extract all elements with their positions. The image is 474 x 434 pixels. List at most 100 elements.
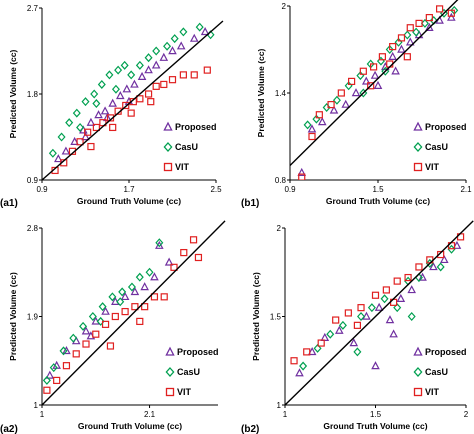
legend-label: CasU bbox=[177, 367, 200, 377]
data-point-proposed bbox=[373, 80, 383, 89]
data-point-casu bbox=[145, 267, 154, 277]
data-point-proposed bbox=[297, 167, 307, 176]
data-point-proposed bbox=[164, 257, 174, 266]
legend-marker-casu bbox=[165, 367, 175, 377]
data-point-casu bbox=[90, 89, 99, 99]
panel-0: 0.9 1.7 2.5 0.9 1.8 2.7 Ground Truth Volume (c… bbox=[0, 4, 224, 209]
data-point-vit bbox=[76, 138, 84, 146]
legend-marker-vit bbox=[413, 162, 423, 172]
data-point-casu bbox=[49, 363, 58, 373]
data-point-vit bbox=[403, 53, 411, 61]
data-point-proposed bbox=[130, 287, 140, 296]
data-point-vit bbox=[168, 76, 177, 84]
data-point-vit bbox=[353, 321, 361, 329]
data-point-casu bbox=[111, 84, 120, 94]
data-point-casu bbox=[48, 148, 57, 158]
y-axis-label: Predicted Volume (cc) bbox=[8, 50, 18, 139]
data-point-casu bbox=[116, 297, 125, 307]
legend-marker-vit bbox=[413, 387, 423, 397]
data-point-vit bbox=[298, 173, 306, 180]
data-point-vit bbox=[415, 19, 423, 27]
data-point-vit bbox=[87, 142, 95, 151]
data-point-casu bbox=[353, 347, 362, 357]
data-point-casu bbox=[79, 321, 88, 331]
panel-tag: (a1) bbox=[0, 198, 18, 209]
x-tick-label: 2.5 bbox=[210, 185, 222, 194]
data-point-vit bbox=[170, 263, 178, 271]
data-point-vit bbox=[160, 293, 168, 301]
data-point-vit bbox=[189, 236, 198, 244]
data-point-proposed bbox=[388, 51, 397, 60]
data-point-casu bbox=[163, 41, 172, 51]
x-tick-label: 0.9 bbox=[284, 185, 296, 194]
data-point-proposed bbox=[116, 91, 125, 100]
data-point-vit bbox=[101, 320, 110, 328]
data-point-vit bbox=[303, 348, 311, 356]
data-point-vit bbox=[84, 128, 92, 136]
data-point-vit bbox=[367, 82, 375, 90]
data-point-casu bbox=[96, 316, 105, 326]
data-point-proposed bbox=[320, 332, 330, 341]
data-point-vit bbox=[82, 340, 90, 348]
data-point-vit bbox=[194, 253, 203, 262]
data-point-casu bbox=[92, 99, 101, 109]
legend-label: Proposed bbox=[175, 122, 217, 132]
data-point-proposed bbox=[307, 124, 317, 133]
data-point-vit bbox=[122, 101, 130, 110]
data-point-vit bbox=[179, 71, 187, 79]
data-point-casu bbox=[385, 44, 394, 55]
legend-marker-proposed bbox=[413, 121, 423, 131]
data-point-casu bbox=[135, 272, 144, 282]
legend-marker-casu bbox=[163, 142, 173, 152]
y-axis-label: Predicted Volume (cc) bbox=[8, 272, 18, 361]
data-point-vit bbox=[348, 77, 356, 86]
data-point-casu bbox=[338, 320, 347, 330]
legend-label: CasU bbox=[175, 142, 198, 152]
data-point-casu bbox=[59, 346, 68, 356]
data-point-proposed bbox=[429, 262, 438, 271]
data-point-proposed bbox=[45, 370, 55, 379]
data-point-vit bbox=[290, 357, 298, 365]
legend-label: CasU bbox=[425, 367, 448, 377]
data-point-vit bbox=[127, 109, 135, 117]
data-point-vit bbox=[357, 304, 365, 312]
data-point-vit bbox=[327, 100, 335, 109]
data-point-vit bbox=[406, 24, 414, 32]
x-axis-label: Ground Truth Volume (cc) bbox=[77, 196, 181, 206]
data-point-casu bbox=[144, 53, 153, 63]
y-tick-label: 0.9 bbox=[27, 176, 39, 185]
data-point-proposed bbox=[150, 272, 159, 281]
data-point-vit bbox=[150, 293, 159, 301]
data-point-casu bbox=[88, 311, 97, 322]
data-point-casu bbox=[322, 102, 331, 113]
panel-tag: (a2) bbox=[0, 424, 18, 434]
data-point-proposed bbox=[385, 315, 395, 324]
data-point-casu bbox=[179, 27, 188, 37]
data-point-casu bbox=[313, 343, 322, 353]
data-point-casu bbox=[127, 282, 136, 292]
legend-label: VIT bbox=[425, 162, 440, 172]
data-point-vit bbox=[144, 90, 153, 98]
data-point-vit bbox=[43, 386, 51, 394]
data-point-proposed bbox=[329, 105, 339, 114]
data-point-vit bbox=[317, 339, 325, 347]
data-point-casu bbox=[118, 287, 127, 297]
x-tick-label: 1.5 bbox=[372, 185, 384, 194]
data-point-vit bbox=[397, 34, 406, 42]
data-point-vit bbox=[106, 342, 115, 350]
data-point-proposed bbox=[371, 361, 380, 370]
data-point-proposed bbox=[374, 302, 384, 311]
x-tick-label: 1 bbox=[283, 410, 288, 419]
y-tick-label: 2 bbox=[282, 2, 287, 11]
identity-line bbox=[41, 20, 224, 181]
y-tick-label: 1.5 bbox=[270, 313, 282, 322]
data-point-proposed bbox=[137, 71, 147, 81]
data-point-proposed bbox=[391, 66, 400, 75]
data-point-proposed bbox=[397, 44, 406, 53]
data-point-proposed bbox=[81, 132, 90, 141]
data-point-proposed bbox=[351, 88, 361, 97]
data-point-vit bbox=[111, 312, 119, 321]
data-point-proposed bbox=[389, 329, 398, 338]
data-point-vit bbox=[136, 317, 144, 326]
data-point-proposed bbox=[101, 306, 110, 315]
